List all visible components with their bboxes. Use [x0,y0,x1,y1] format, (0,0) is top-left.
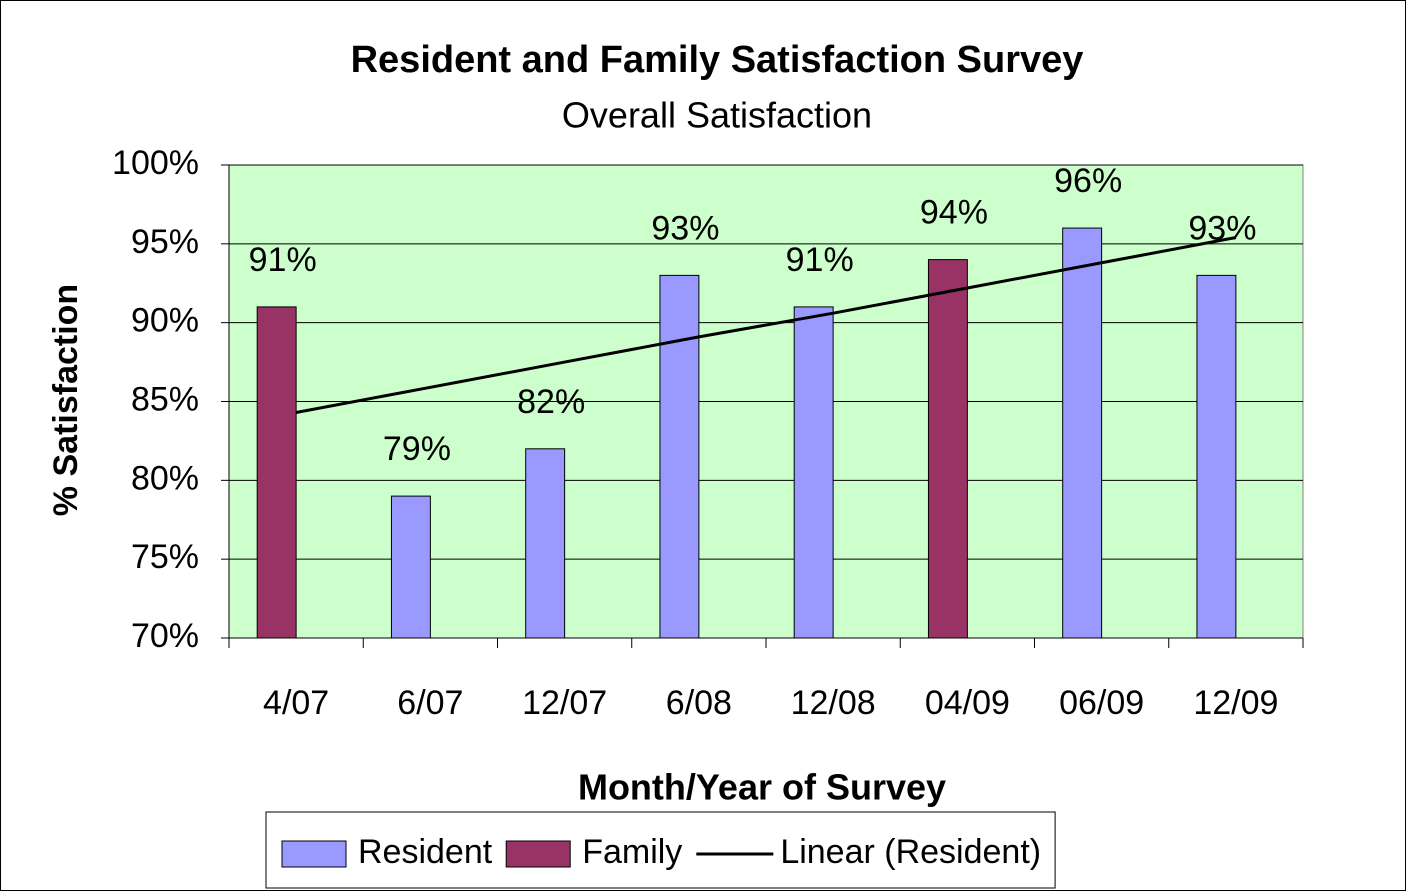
bar [390,495,431,639]
bar [659,274,700,639]
chart-subtitle: Overall Satisfaction [562,95,872,136]
x-tick-label: 4/07 [263,684,329,722]
y-tick-label: 70% [131,617,199,655]
x-tick-label: 12/07 [522,684,607,722]
bar [256,306,297,639]
y-tick-label: 85% [131,380,199,418]
y-axis-label: % Satisfaction [47,284,85,516]
y-tick-label: 90% [131,302,199,340]
data-label: 91% [249,241,317,279]
bar [927,259,968,639]
legend-label: Family [582,833,682,871]
y-tick-label: 75% [131,538,199,576]
x-tick-label: 12/09 [1193,684,1278,722]
legend-label: Resident [358,833,493,871]
bar [1062,227,1103,639]
chart-title: Resident and Family Satisfaction Survey [351,39,1084,81]
legend-box [265,811,1056,889]
data-label: 93% [1188,209,1256,247]
legend-swatch [281,840,347,868]
data-label: 82% [517,383,585,421]
y-tick-label: 95% [131,223,199,261]
trend-line [295,236,1237,415]
x-tick-label: 6/07 [397,684,463,722]
x-tick-label: 6/08 [666,684,732,722]
x-tick-label: 04/09 [925,684,1010,722]
bar [1196,274,1237,639]
legend: Resident Family Linear (Resident) [265,811,1056,889]
x-tick-label: 12/08 [791,684,876,722]
data-label: 96% [1054,162,1122,200]
legend-label: Linear (Resident) [780,833,1041,871]
bar [525,448,566,639]
data-label: 79% [383,430,451,468]
data-label: 93% [651,209,719,247]
x-axis-label: Month/Year of Survey [578,767,946,808]
y-tick-label: 80% [131,459,199,497]
bar [793,306,834,639]
data-label: 91% [786,241,854,279]
data-label: 94% [920,194,988,232]
legend-swatch [505,840,571,868]
x-tick-label: 06/09 [1059,684,1144,722]
y-tick-label: 100% [112,144,199,182]
